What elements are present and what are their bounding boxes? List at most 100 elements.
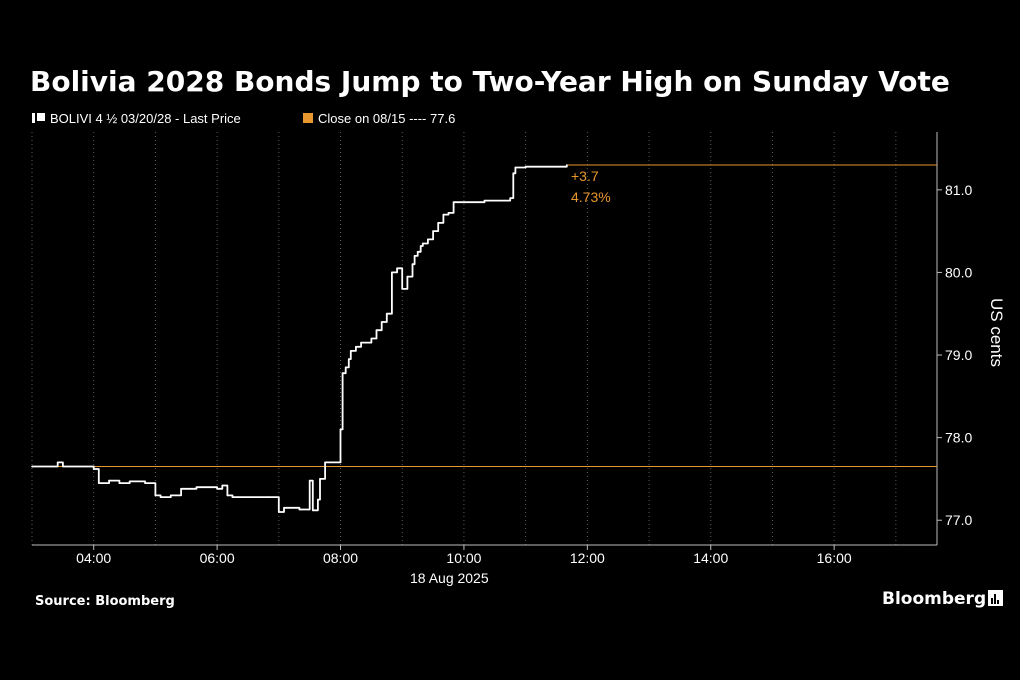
y-tick-label: 78.0 [945,430,972,446]
annotation-change: +3.7 [571,168,599,184]
price-point [308,479,311,482]
price-point [396,267,398,270]
price-point [427,238,429,241]
x-tick-label: 10:00 [446,550,481,566]
price-point [375,329,378,332]
price-point [341,372,344,375]
x-tick-label: 06:00 [200,550,235,566]
price-point [236,496,239,498]
legend-price-label: BOLIVI 4 ½ 03/20/28 - Last Price [50,111,241,126]
price-point [380,321,383,323]
price-point [504,199,506,202]
price-point [298,508,301,511]
price-point [267,496,270,498]
price-point [391,271,393,274]
price-point [170,494,172,497]
price-point [339,428,342,431]
x-tick-label: 12:00 [570,550,605,566]
price-point [98,482,100,484]
y-tick-label: 77.0 [945,512,972,528]
price-point [159,496,162,498]
price-line [32,165,568,513]
price-point [509,197,512,199]
x-tick-label: 16:00 [817,550,852,566]
price-point [56,461,59,464]
price-point [324,461,326,464]
x-tick-label: 08:00 [323,550,358,566]
y-axis-label: US cents [987,298,1006,367]
legend-close-label: Close on 08/15 ---- 77.6 [318,111,455,126]
price-point [348,358,350,360]
price-point [370,337,373,340]
price-point [180,488,182,490]
price-point [447,212,450,214]
y-axis: 77.0 78.0 79.0 80.0 81.0 [937,182,972,528]
price-point [416,251,419,253]
x-tick-label: 04:00 [76,550,111,566]
price-point [31,465,33,468]
price-point [463,201,465,203]
y-tick-label: 81.0 [945,182,972,198]
price-point [355,346,357,348]
price-point [389,312,391,315]
price-point [419,245,422,247]
price-point [512,172,515,175]
price-point [437,222,440,224]
price-point [312,509,314,512]
price-point [432,230,434,232]
annotation-percent: 4.73% [571,189,611,205]
price-point [128,480,131,483]
price-point [545,165,547,168]
price-point [411,263,414,266]
price-point [278,511,280,513]
series [31,164,568,513]
price-point [344,366,347,369]
price-point [216,488,218,490]
price-point [144,482,146,484]
price-point [108,479,110,482]
brand-wordmark: Bloomberg [882,589,986,609]
price-point [406,275,409,278]
price-point [566,164,568,166]
price-point [458,201,460,203]
axes [32,132,938,546]
price-point [62,465,64,468]
grid [31,132,897,545]
price-point [226,494,229,497]
price-point [283,507,285,509]
y-tick-label: 79.0 [945,347,972,363]
price-point [231,496,234,498]
price-point [514,166,517,169]
reference-lines [32,164,937,468]
price-point [350,350,352,352]
price-point [422,242,424,245]
price-point [442,213,445,216]
price-point [317,498,319,501]
price-point [524,165,527,168]
price-point [92,468,95,470]
x-axis-label: 18 Aug 2025 [410,570,489,586]
price-point [319,478,321,480]
price-point [154,494,157,497]
price-point [51,465,54,468]
legend: BOLIVI 4 ½ 03/20/28 - Last Price Close o… [32,111,455,126]
chart-title: Bolivia 2028 Bonds Jump to Two-Year High… [30,65,950,98]
price-point [413,255,416,257]
price-point [195,486,198,489]
bloomberg-chart-icon [988,590,1003,606]
price-point [118,482,121,484]
price-point [360,341,362,344]
price-point [483,199,486,202]
price-point [386,312,388,315]
bloomberg-logo: Bloomberg [882,589,1003,609]
price-point [401,288,404,290]
price-point [452,201,455,203]
legend-price-icon [32,113,45,123]
source-note: Source: Bloomberg [35,594,175,609]
price-point [221,484,224,487]
price-point [185,488,188,490]
y-tick-label: 80.0 [945,264,972,280]
x-tick-label: 14:00 [693,550,728,566]
legend-close-swatch [303,113,313,123]
